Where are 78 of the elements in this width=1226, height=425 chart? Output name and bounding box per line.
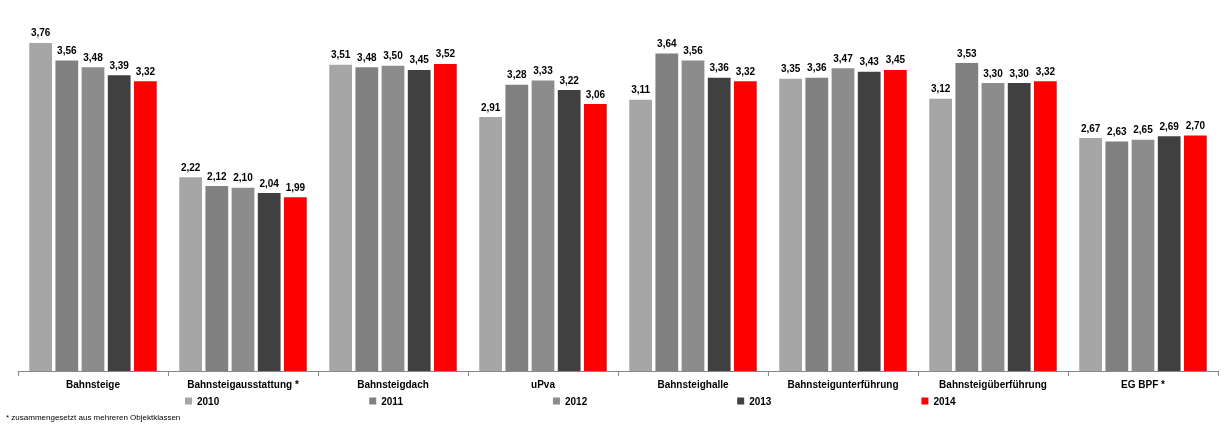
bar [583, 104, 607, 371]
bar [329, 64, 353, 371]
data-label: 3,47 [833, 52, 854, 64]
text: * zusammengesetzt aus mehreren Objektklassen [6, 412, 181, 422]
data-label: 3,52 [435, 48, 456, 60]
bar [1033, 81, 1057, 371]
data-label: 2,22 [180, 161, 201, 173]
legend-label: 2012 [564, 395, 588, 407]
bar [479, 117, 503, 371]
legend-label: 2013 [749, 395, 772, 407]
bar [283, 197, 307, 371]
bar [707, 77, 731, 371]
bar [1007, 83, 1031, 371]
data-label: 3,06 [585, 88, 606, 100]
data-label: 3,30 [983, 67, 1004, 79]
bar [557, 90, 581, 371]
bar [133, 81, 157, 371]
data-label: 3,32 [735, 65, 756, 77]
data-label: 2,91 [480, 101, 501, 113]
data-label: 2,10 [233, 172, 254, 184]
bar [733, 81, 757, 371]
data-label: 2,63 [1107, 126, 1127, 138]
data-label: 3,48 [83, 51, 104, 63]
data-label: 3,64 [657, 37, 677, 49]
x-tick-label: Bahnsteigausstattung * [187, 378, 299, 390]
data-label: 2,65 [1133, 124, 1154, 136]
data-label: 3,45 [885, 54, 906, 66]
legend-label: 2010 [197, 395, 220, 407]
x-tick-label: Bahnsteige [66, 378, 121, 390]
bar [1183, 135, 1207, 371]
bar [179, 177, 203, 371]
data-label: 2,67 [1080, 122, 1101, 134]
data-label: 3,28 [507, 69, 527, 81]
x-tick-label: Bahnsteighalle [657, 378, 729, 390]
data-label: 3,56 [683, 44, 704, 56]
x-tick-label: Bahnsteigunterführung [787, 378, 899, 390]
data-label: 3,33 [533, 64, 554, 76]
bar [107, 75, 131, 371]
data-label: 1,99 [285, 181, 306, 193]
bar [29, 42, 53, 371]
data-label: 3,35 [780, 63, 801, 75]
data-label: 3,11 [631, 84, 651, 96]
data-label: 3,56 [57, 44, 77, 56]
data-label: 2,70 [1185, 119, 1206, 131]
data-label: 3,12 [930, 83, 951, 95]
bar [629, 99, 653, 371]
data-label: 3,36 [709, 62, 730, 74]
data-label: 3,45 [409, 54, 430, 66]
data-label: 2,04 [259, 177, 280, 189]
bar [779, 78, 803, 371]
legend-label: 2014 [933, 395, 957, 407]
data-label: 2,69 [1159, 120, 1180, 132]
data-label: 3,32 [135, 65, 156, 77]
data-label: 3,39 [109, 59, 130, 71]
data-label: 3,51 [330, 49, 351, 61]
bar [929, 98, 953, 371]
data-label: 3,53 [957, 47, 977, 59]
bar [1157, 136, 1181, 371]
data-label: 3,76 [30, 27, 51, 39]
bar [407, 69, 431, 371]
bar [257, 193, 281, 371]
x-tick-label: uPva [531, 378, 556, 390]
bar [1079, 138, 1103, 371]
data-label: 2,12 [207, 170, 227, 182]
bar [433, 63, 457, 371]
data-label: 3,48 [357, 51, 377, 63]
data-label: 3,43 [859, 56, 880, 68]
x-tick-label: Bahnsteigdach [357, 378, 429, 390]
data-label: 3,50 [383, 50, 404, 62]
bar [857, 71, 881, 371]
data-label: 3,30 [1009, 67, 1030, 79]
data-label: 3,32 [1035, 65, 1056, 77]
x-tick-label: EG BPF * [1121, 378, 1166, 390]
legend-label: 2011 [381, 395, 404, 407]
x-tick-label: Bahnsteigüberführung [939, 378, 1047, 390]
data-label: 3,36 [807, 62, 827, 74]
data-label: 3,22 [559, 74, 580, 86]
bar [883, 69, 907, 371]
